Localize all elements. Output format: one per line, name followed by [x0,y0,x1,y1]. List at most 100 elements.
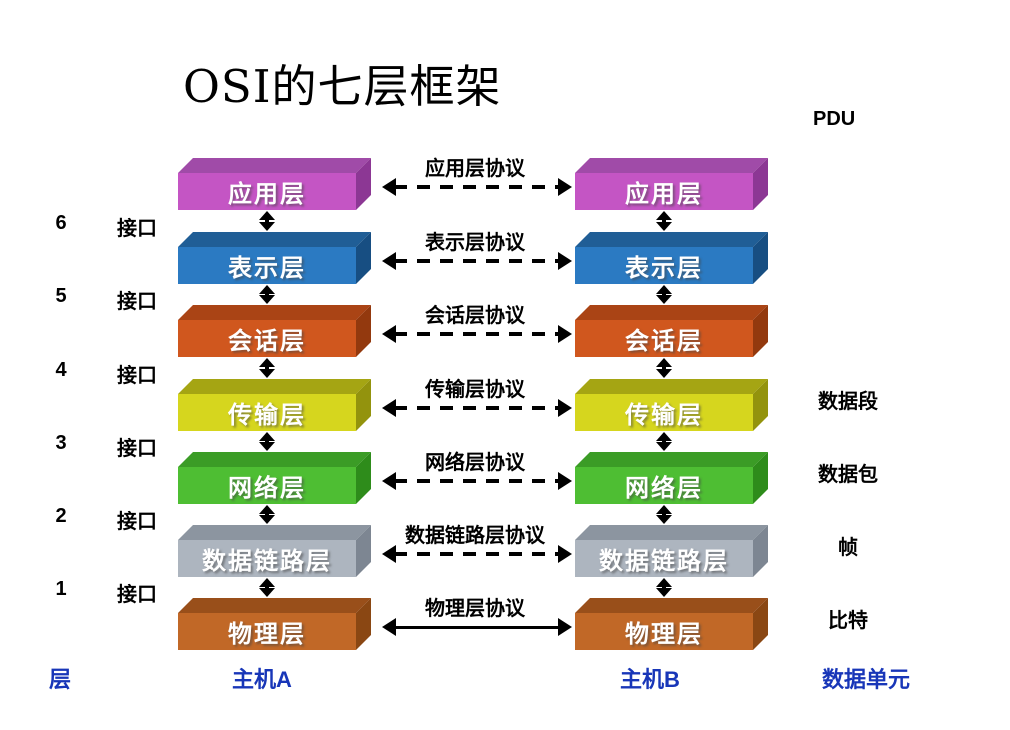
protocol-arrow-network [382,472,572,490]
interface-label-3: 接口 [117,438,157,460]
layer-label-presentation: 表示层 [228,255,306,282]
layer-box-front-face: 物理层 [575,613,753,650]
arrow-head-left [382,618,396,636]
layer-label-physical: 物理层 [625,621,703,648]
arrow-shaft [265,217,269,225]
arrow-head-down [656,588,672,597]
arrow-head-right [558,545,572,563]
layer-label-session: 会话层 [228,328,306,355]
layer-box-application-host-a: 应用层 [178,158,371,210]
layer-label-network: 网络层 [228,475,306,502]
arrow-head-right [558,472,572,490]
layer-box-network-host-b: 网络层 [575,452,768,504]
arrow-head-down [656,369,672,378]
layer-box-application-host-b: 应用层 [575,158,768,210]
arrow-head-down [259,442,275,451]
layer-label-application: 应用层 [625,181,703,208]
arrow-head-down [656,295,672,304]
layer-label-data-link: 数据链路层 [202,548,332,575]
arrow-head-right [558,399,572,417]
arrow-head-up [259,358,275,367]
inter-layer-arrow-transport-host-b [656,432,672,451]
interface-label-4: 接口 [117,364,157,387]
layer-box-front-face: 会话层 [178,320,356,357]
arrow-shaft [394,552,560,556]
arrow-head-left [382,472,396,490]
arrow-head-up [656,432,672,441]
layer-box-front-face: 会话层 [575,320,753,357]
arrow-head-right [558,325,572,343]
pdu-name-transport: 数据段 [818,391,878,413]
arrow-head-up [656,578,672,587]
layer-box-top-face [178,232,371,247]
protocol-arrow-data-link [382,545,572,563]
layer-box-session-host-b: 会话层 [575,305,768,357]
arrow-shaft [265,291,269,298]
arrow-head-down [259,515,275,524]
layer-box-session-host-a: 会话层 [178,305,371,357]
arrow-head-down [259,588,275,597]
arrow-shaft [265,511,269,518]
arrow-shaft [662,438,666,445]
layer-box-top-face [178,598,371,613]
layer-box-data-link-host-a: 数据链路层 [178,525,371,577]
protocol-arrow-transport [382,399,572,417]
interface-number-6: 6 [55,211,67,234]
layer-label-transport: 传输层 [625,402,703,429]
protocol-label-transport: 传输层协议 [425,379,525,401]
layer-label-transport: 传输层 [228,402,306,429]
protocol-label-presentation: 表示层协议 [425,232,525,254]
layer-box-physical-host-b: 物理层 [575,598,768,650]
inter-layer-arrow-presentation-host-b [656,285,672,304]
layer-box-front-face: 表示层 [575,247,753,284]
layer-label-data-link: 数据链路层 [599,548,729,575]
arrow-head-up [259,211,275,220]
arrow-head-left [382,399,396,417]
arrow-shaft [662,511,666,518]
arrow-head-up [656,505,672,514]
arrow-head-left [382,178,396,196]
arrow-shaft [394,185,560,189]
layer-box-data-link-host-b: 数据链路层 [575,525,768,577]
footer-host-b-label: 主机B [620,667,680,692]
layer-box-top-face [178,452,371,467]
arrow-head-down [656,442,672,451]
layer-box-front-face: 数据链路层 [575,540,753,577]
arrow-shaft [394,626,560,629]
arrow-head-left [382,325,396,343]
inter-layer-arrow-data-link-host-a [259,578,275,597]
arrow-shaft [662,584,666,591]
layer-label-network: 网络层 [625,475,703,502]
layer-box-front-face: 数据链路层 [178,540,356,577]
interface-label-2: 接口 [117,511,157,533]
arrow-head-up [259,432,275,441]
footer-data-unit-column-label: 数据单元 [821,667,910,692]
arrow-head-up [259,285,275,294]
arrow-head-up [656,285,672,294]
interface-number-3: 3 [55,432,67,454]
layer-box-front-face: 物理层 [178,613,356,650]
arrow-head-down [656,222,672,231]
layer-box-presentation-host-b: 表示层 [575,232,768,284]
protocol-arrow-application [382,178,572,196]
arrow-shaft [662,291,666,298]
footer-host-a-label: 主机A [232,667,292,692]
layer-box-network-host-a: 网络层 [178,452,371,504]
protocol-arrow-physical [382,618,572,636]
protocol-arrow-session [382,325,572,343]
layer-box-front-face: 网络层 [575,467,753,504]
arrow-shaft [265,438,269,445]
pdu-name-data-link: 帧 [838,537,858,559]
inter-layer-arrow-network-host-a [259,505,275,524]
arrow-shaft [394,406,560,410]
protocol-label-session: 会话层协议 [425,305,525,327]
interface-number-4: 4 [55,358,67,381]
interface-label-1: 接口 [117,584,157,606]
inter-layer-arrow-application-host-b [656,211,672,231]
page-title: OSI的七层框架 [183,60,502,113]
interface-number-1: 1 [55,578,67,600]
layer-box-front-face: 应用层 [575,173,753,210]
arrow-head-left [382,252,396,270]
layer-box-front-face: 应用层 [178,173,356,210]
